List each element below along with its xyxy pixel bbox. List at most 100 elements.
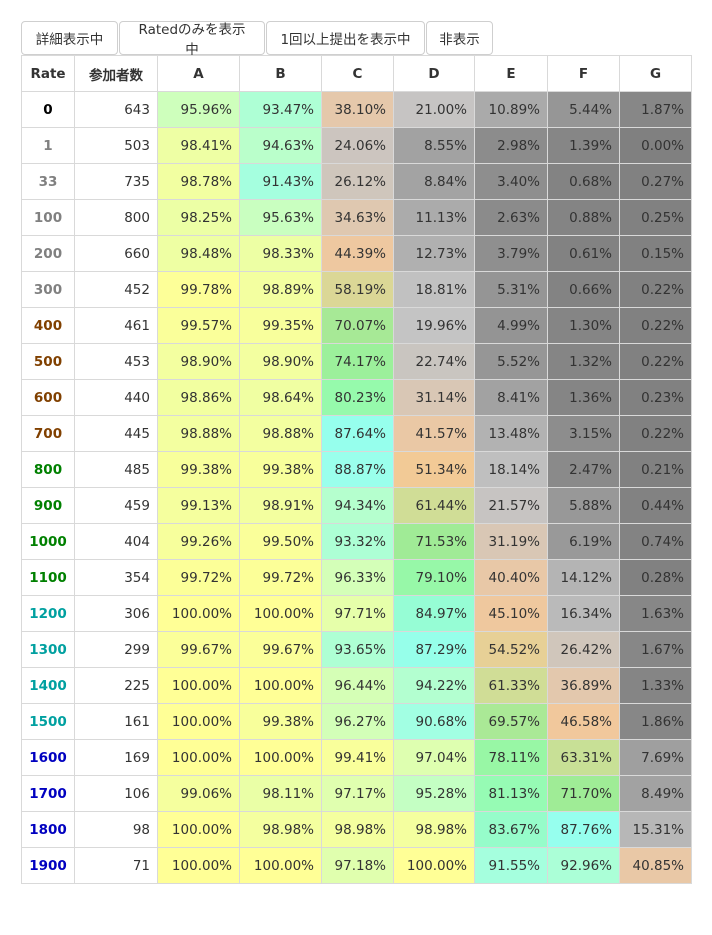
participants-cell: 660 xyxy=(74,235,158,272)
solve-rate-cell-b: 98.33% xyxy=(239,235,322,272)
table-row: 1700 106 99.06% 98.11% 97.17% 95.28% 81.13% 71.… xyxy=(21,775,692,812)
solve-rate-cell-f: 71.70% xyxy=(547,775,620,812)
table-row: 500 453 98.90% 98.90% 74.17% 22.74% 5.52% 1.32%… xyxy=(21,343,692,380)
solve-rate-cell-c: 96.33% xyxy=(321,559,394,596)
solve-rate-cell-a: 99.67% xyxy=(157,631,240,668)
solve-rate-cell-a: 98.41% xyxy=(157,127,240,164)
solve-rate-cell-g: 15.31% xyxy=(619,811,692,848)
solve-rate-cell-f: 1.36% xyxy=(547,379,620,416)
solve-rate-cell-d: 71.53% xyxy=(393,523,475,560)
solve-rate-cell-a: 100.00% xyxy=(157,811,240,848)
table-row: 900 459 99.13% 98.91% 94.34% 61.44% 21.57% 5.88… xyxy=(21,487,692,524)
solve-rate-cell-b: 98.91% xyxy=(239,487,322,524)
solve-rate-cell-e: 5.31% xyxy=(474,271,548,308)
participants-cell: 98 xyxy=(74,811,158,848)
solve-rate-cell-a: 100.00% xyxy=(157,847,240,884)
solve-rate-cell-c: 88.87% xyxy=(321,451,394,488)
solve-rate-cell-a: 100.00% xyxy=(157,703,240,740)
table-row: 0 643 95.96% 93.47% 38.10% 21.00% 10.89% 5.44% 1… xyxy=(21,91,692,128)
solve-rate-cell-g: 1.33% xyxy=(619,667,692,704)
solve-rate-cell-d: 84.97% xyxy=(393,595,475,632)
table-row: 1000 404 99.26% 99.50% 93.32% 71.53% 31.19% 6.1… xyxy=(21,523,692,560)
solve-rate-cell-e: 91.55% xyxy=(474,847,548,884)
table-row: 100 800 98.25% 95.63% 34.63% 11.13% 2.63% 0.88%… xyxy=(21,199,692,236)
solve-rate-cell-f: 14.12% xyxy=(547,559,620,596)
solve-rate-cell-a: 98.78% xyxy=(157,163,240,200)
solve-rate-cell-a: 95.96% xyxy=(157,91,240,128)
solve-rate-cell-g: 0.27% xyxy=(619,163,692,200)
solve-rate-cell-g: 7.69% xyxy=(619,739,692,776)
solve-rate-cell-d: 19.96% xyxy=(393,307,475,344)
solve-rate-cell-f: 5.44% xyxy=(547,91,620,128)
solve-rate-cell-a: 99.78% xyxy=(157,271,240,308)
solve-rate-cell-g: 1.67% xyxy=(619,631,692,668)
solve-rate-cell-c: 26.12% xyxy=(321,163,394,200)
rate-cell: 1900 xyxy=(21,847,75,884)
solve-rate-cell-d: 100.00% xyxy=(393,847,475,884)
solve-rate-cell-e: 78.11% xyxy=(474,739,548,776)
solve-rate-cell-f: 2.47% xyxy=(547,451,620,488)
table-row: 1900 71 100.00% 100.00% 97.18% 100.00% 91.55% 9… xyxy=(21,847,692,884)
solve-rate-cell-b: 100.00% xyxy=(239,739,322,776)
solve-rate-cell-g: 40.85% xyxy=(619,847,692,884)
rate-cell: 700 xyxy=(21,415,75,452)
table-row: 1400 225 100.00% 100.00% 96.44% 94.22% 61.33% 3… xyxy=(21,667,692,704)
solve-rate-cell-c: 97.18% xyxy=(321,847,394,884)
header-problem-d: D xyxy=(393,55,475,92)
rate-cell: 1500 xyxy=(21,703,75,740)
header-problem-a: A xyxy=(157,55,240,92)
detail-view-button[interactable]: 詳細表示中 xyxy=(21,21,118,55)
participants-cell: 800 xyxy=(74,199,158,236)
participants-cell: 459 xyxy=(74,487,158,524)
solve-rate-cell-c: 93.32% xyxy=(321,523,394,560)
participants-cell: 461 xyxy=(74,307,158,344)
solve-rate-cell-a: 100.00% xyxy=(157,595,240,632)
rated-only-button[interactable]: Ratedのみを表示中 xyxy=(119,21,265,58)
solve-rate-cell-f: 1.32% xyxy=(547,343,620,380)
solve-rate-cell-g: 0.00% xyxy=(619,127,692,164)
solve-rate-cell-b: 98.98% xyxy=(239,811,322,848)
participants-cell: 485 xyxy=(74,451,158,488)
solve-rate-cell-b: 100.00% xyxy=(239,667,322,704)
solve-rate-cell-d: 21.00% xyxy=(393,91,475,128)
rate-solve-table: Rate 参加者数 A B C D E F G 0 643 95.96% 93.47%… xyxy=(21,55,692,884)
solve-rate-cell-c: 87.64% xyxy=(321,415,394,452)
solve-rate-cell-g: 0.22% xyxy=(619,271,692,308)
hide-button[interactable]: 非表示 xyxy=(426,21,493,55)
solve-rate-cell-b: 91.43% xyxy=(239,163,322,200)
solve-rate-cell-f: 26.42% xyxy=(547,631,620,668)
rate-cell: 1000 xyxy=(21,523,75,560)
solve-rate-cell-f: 5.88% xyxy=(547,487,620,524)
solve-rate-cell-b: 98.89% xyxy=(239,271,322,308)
solve-rate-cell-e: 54.52% xyxy=(474,631,548,668)
rate-cell: 1100 xyxy=(21,559,75,596)
solve-rate-cell-b: 95.63% xyxy=(239,199,322,236)
table-row: 1300 299 99.67% 99.67% 93.65% 87.29% 54.52% 26.… xyxy=(21,631,692,668)
solve-rate-cell-b: 99.38% xyxy=(239,451,322,488)
solve-rate-cell-f: 36.89% xyxy=(547,667,620,704)
solve-rate-cell-f: 46.58% xyxy=(547,703,620,740)
solve-rate-cell-e: 31.19% xyxy=(474,523,548,560)
rate-cell: 1300 xyxy=(21,631,75,668)
submitted-once-button[interactable]: 1回以上提出を表示中 xyxy=(266,21,425,55)
table-row: 1200 306 100.00% 100.00% 97.71% 84.97% 45.10% 1… xyxy=(21,595,692,632)
solve-rate-cell-f: 87.76% xyxy=(547,811,620,848)
solve-rate-cell-a: 99.57% xyxy=(157,307,240,344)
solve-rate-cell-d: 95.28% xyxy=(393,775,475,812)
solve-rate-cell-f: 0.88% xyxy=(547,199,620,236)
solve-rate-cell-b: 98.90% xyxy=(239,343,322,380)
rate-cell: 100 xyxy=(21,199,75,236)
participants-cell: 354 xyxy=(74,559,158,596)
solve-rate-cell-c: 44.39% xyxy=(321,235,394,272)
table-row: 1100 354 99.72% 99.72% 96.33% 79.10% 40.40% 14.… xyxy=(21,559,692,596)
solve-rate-cell-a: 98.48% xyxy=(157,235,240,272)
table-row: 600 440 98.86% 98.64% 80.23% 31.14% 8.41% 1.36%… xyxy=(21,379,692,416)
solve-rate-cell-g: 0.74% xyxy=(619,523,692,560)
solve-rate-cell-c: 97.17% xyxy=(321,775,394,812)
solve-rate-cell-e: 83.67% xyxy=(474,811,548,848)
solve-rate-cell-c: 97.71% xyxy=(321,595,394,632)
participants-cell: 225 xyxy=(74,667,158,704)
solve-rate-cell-c: 94.34% xyxy=(321,487,394,524)
rate-cell: 1700 xyxy=(21,775,75,812)
solve-rate-cell-d: 12.73% xyxy=(393,235,475,272)
